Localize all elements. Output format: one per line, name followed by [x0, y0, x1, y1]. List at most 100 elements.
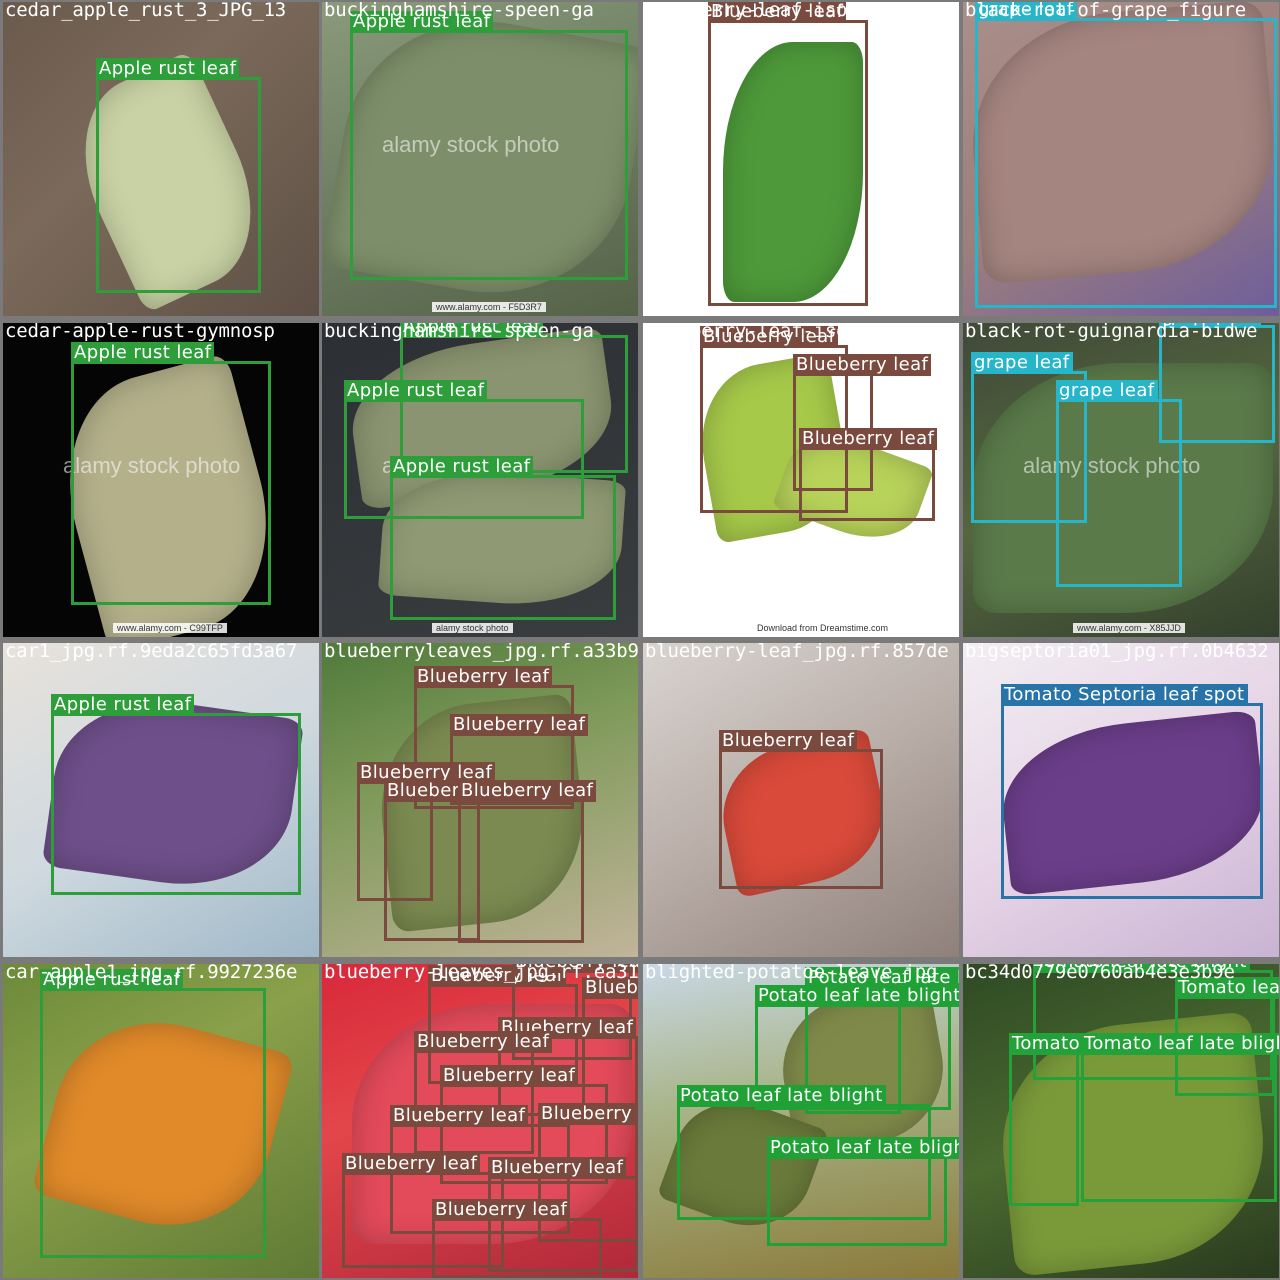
detection-label: Blueberry leaf: [432, 1199, 571, 1221]
detection-label: Apple rust leaf: [40, 969, 184, 991]
image-credit: www.alamy.com - X85JJD: [1073, 623, 1185, 633]
detection-box: Potato leaf late blight: [677, 1085, 931, 1220]
detection-label: Apple rust leaf: [51, 694, 195, 716]
detection-box: Potato leaf late blight: [755, 985, 959, 1110]
leaf-shape: [723, 42, 863, 302]
image-tile: Apple rust leaf cedar_apple_rust_3_JPG_13: [3, 2, 319, 316]
detection-box: Blueberry leaf: [799, 428, 938, 521]
detection-box: Tomato leaf late blight: [1081, 1033, 1279, 1202]
leaf-photo: [643, 2, 959, 316]
leaf-photo: [322, 2, 638, 316]
detection-label: Apple rust leaf: [344, 380, 488, 402]
detection-box: Tomato Septoria leaf spot: [1001, 684, 1263, 899]
leaf-photo: [643, 643, 959, 957]
detection-box: Potato leaf late blight: [805, 967, 959, 1114]
detection-box: Apple rust leaf: [96, 58, 261, 293]
image-filename: bigseptoria01_jpg.rf.0b4632: [965, 643, 1269, 662]
image-tile: Blueberry leaf blueberry-leaf_jpg.rf.857d…: [643, 643, 959, 957]
image-tile: grape leaf black-rot-of-grape_figure: [963, 2, 1279, 316]
detection-label: Blueberry leaf: [488, 1157, 627, 1179]
detection-label: Blueberry leaf: [799, 428, 938, 450]
detection-box: Blueberry leaf: [414, 1031, 553, 1154]
image-filename: blighted-potatoe-leave_jpg: [645, 964, 938, 983]
detection-label: Blueberry leaf: [450, 714, 589, 736]
detection-label: Potato leaf late blight: [767, 1137, 959, 1159]
image-tile: Apple rust leaf car-apple1_jpg.rf.9927236…: [3, 964, 319, 1278]
detection-box: Blueberry leaf: [512, 964, 638, 1060]
detection-label: Apple rust leaf: [96, 58, 240, 80]
leaf-photo: [3, 2, 319, 316]
detection-label: Apple rust leaf: [350, 11, 494, 33]
image-filename: cedar_apple_rust_3_JPG_13: [5, 2, 286, 21]
detection-label: Blueberry leaf: [708, 2, 847, 23]
image-tile: Blueberry leaf blueberry-leaf-isolated-wh: [643, 2, 959, 316]
leaf-photo: [322, 323, 638, 637]
detection-box: Apple rust leaf: [344, 380, 584, 519]
detection-box: Blueberry leaf: [719, 730, 883, 889]
image-tile: Apple rust leaf car1_jpg.rf.9eda2c65fd3a6…: [3, 643, 319, 957]
detection-box: Blueberry leaf: [357, 762, 496, 901]
detection-label: Tomato leaf late blight: [1081, 1033, 1279, 1055]
detection-box: Blueberry leaf: [342, 1153, 504, 1268]
detection-box: Tomato leaf late blight: [1009, 1033, 1226, 1206]
image-filename: black-rot-of-grape_figure: [965, 2, 1246, 21]
detection-label: Blueberry leaf: [342, 1153, 481, 1175]
leaf-photo: [3, 964, 319, 1278]
detection-box: Blueberry leaf: [708, 2, 868, 306]
image-filename: cedar-apple-rust-gymnosp: [5, 323, 275, 342]
detection-box: Blueberry leaf: [582, 977, 638, 1116]
detection-box: Potato leaf late blight: [767, 1137, 959, 1246]
watermark-text: alamy stock photo: [382, 132, 560, 157]
detection-label: Apple rust leaf: [390, 456, 534, 478]
detection-label: Apple rust leaf: [400, 323, 544, 338]
detection-label: Blueberry leaf: [357, 762, 496, 784]
detection-box: Apple rust leaf: [40, 969, 266, 1258]
detection-label: Blueberry leaf: [538, 1103, 638, 1125]
detection-label: Potato leaf late blight: [677, 1085, 886, 1107]
image-filename: blueberry-leaves_jpg.rf.ea31: [324, 964, 638, 983]
detection-label: Blueberry leaf: [512, 964, 638, 973]
detection-box: Blueberry leaf: [440, 1065, 608, 1184]
detection-box: Apple rust leaf: [390, 456, 616, 620]
image-tile: alamy stock photo www.alamy.com - F5D3R7 A…: [322, 2, 638, 316]
detection-label: grape leaf: [1056, 380, 1158, 402]
detection-label: Blueberry leaf: [719, 730, 858, 752]
detection-label: Blueberry leaf: [414, 666, 553, 688]
image-tile: alamy stock photo www.alamy.com - X85JJD g…: [963, 323, 1279, 637]
detection-box: Blueberry leaf: [700, 326, 848, 513]
image-credit: www.alamy.com - F5D3R7: [432, 302, 546, 312]
detection-box: Blueberry leaf: [488, 1157, 638, 1272]
leaf-photo: [963, 323, 1279, 637]
detection-box: Apple rust leaf: [350, 11, 628, 280]
detection-box: Apple rust leaf: [51, 694, 301, 895]
detection-label: Tomato leaf late blight: [1175, 977, 1279, 999]
detection-box: grape leaf: [975, 2, 1277, 308]
detection-label: grape leaf: [971, 352, 1073, 374]
detection-label: grape leaf: [1159, 323, 1261, 328]
image-filename: blueberry-leaf_jpg.rf.857de: [645, 643, 949, 662]
detection-box: Blueberry leaf: [390, 1105, 570, 1234]
detection-box: Apple rust leaf: [71, 342, 271, 605]
detection-box: grape leaf: [971, 352, 1087, 523]
detection-label: Tomato leaf late blight: [1033, 964, 1250, 973]
detection-box: Blueberry leaf: [458, 780, 597, 943]
image-filename: car1_jpg.rf.9eda2c65fd3a67: [5, 643, 298, 662]
detection-box: grape leaf: [1159, 323, 1275, 443]
detection-label: Potato leaf late blight: [805, 967, 959, 989]
detection-box: Blueberry leaf: [450, 714, 589, 805]
image-filename: bc34d0779e0760ab4e3e3b9e: [965, 964, 1235, 983]
image-tile: alamy stock photo www.alamy.com - C99TFP A…: [3, 323, 319, 637]
detection-label: grape leaf: [975, 2, 1077, 21]
watermark-text: alamy stock photo: [1023, 453, 1201, 478]
image-filename: blueberryleaves_jpg.rf.a33b9: [324, 643, 638, 662]
image-filename: blueberry-leaf-isolated-wh: [645, 2, 938, 21]
image-credit: www.alamy.com - C99TFP: [113, 623, 227, 633]
detection-label: Potato leaf late blight: [755, 985, 959, 1007]
image-credit: Download from Dreamstime.com: [753, 623, 893, 633]
watermark-text: alamy stock photo: [63, 453, 241, 478]
leaf-photo: [963, 964, 1279, 1278]
